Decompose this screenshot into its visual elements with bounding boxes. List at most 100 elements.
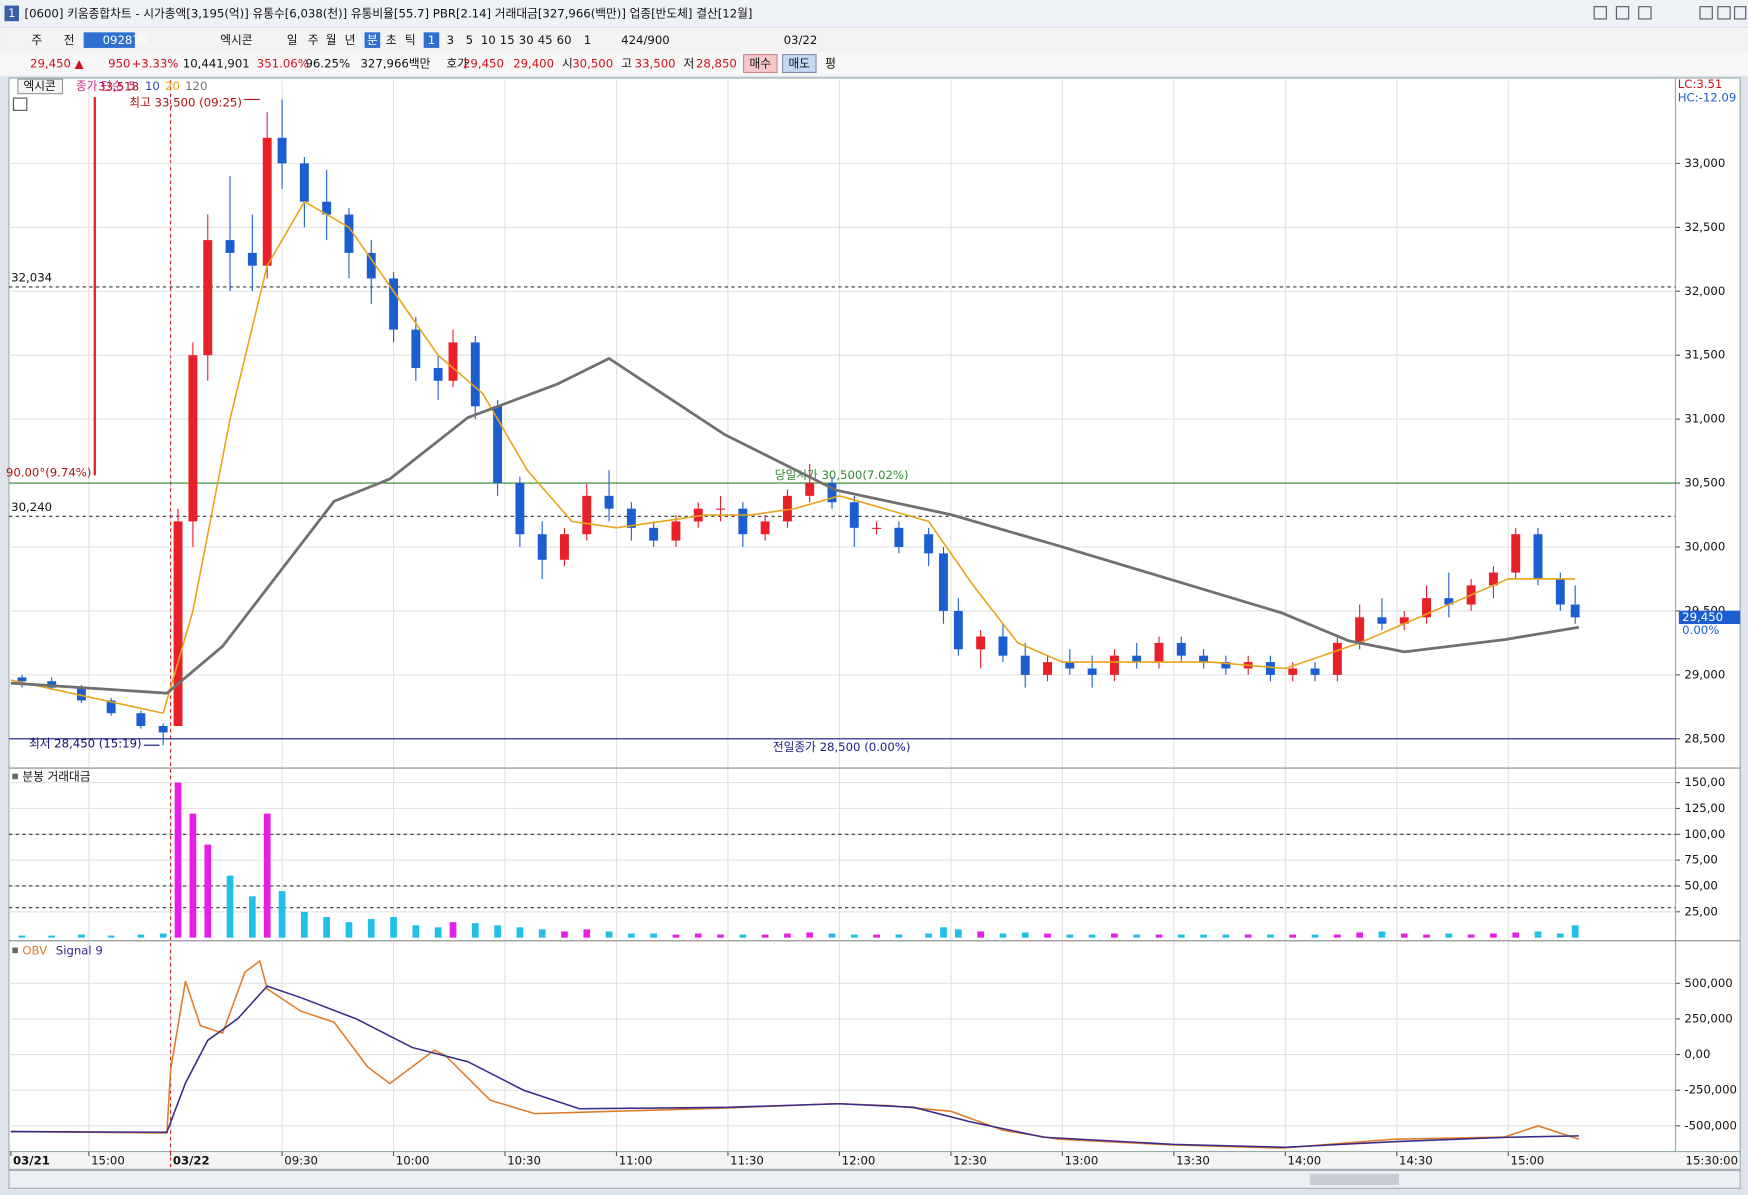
volume-bar bbox=[471, 923, 479, 938]
quote-field[interactable]: 매수 bbox=[750, 57, 772, 71]
y-tick-label: -250,000 bbox=[1684, 1083, 1737, 1097]
volume-bar bbox=[1289, 934, 1297, 938]
volume-bar bbox=[672, 934, 680, 938]
x-tick-label: 12:30 bbox=[953, 1154, 987, 1168]
window-title: [0600] 키움종합차트 - 시가총액[3,195(억)] 유통수[6,038… bbox=[25, 6, 753, 20]
toolbar-selected[interactable] bbox=[364, 32, 381, 48]
candle-body bbox=[225, 240, 235, 253]
toolbar-selected[interactable] bbox=[423, 32, 440, 48]
x-tick-label: 11:00 bbox=[619, 1154, 653, 1168]
quote-field: 351.06% bbox=[257, 57, 309, 71]
toolbar-item[interactable]: 초 bbox=[386, 33, 397, 47]
candle-body bbox=[1555, 578, 1565, 605]
candle-body bbox=[470, 342, 480, 407]
annotation-label: 최저 28,450 (15:19) bbox=[29, 737, 142, 751]
stat: LC:3.51 bbox=[1678, 77, 1723, 91]
toolbar-item[interactable]: 15 bbox=[500, 33, 515, 47]
toolbar-item[interactable]: 틱 bbox=[405, 33, 416, 47]
reference-label: 당일시가 30,500(7.02%) bbox=[775, 468, 909, 482]
quote-field[interactable]: 평 bbox=[825, 57, 836, 71]
y-tick-label: 33,000 bbox=[1684, 156, 1725, 170]
y-tick-label: 250,000 bbox=[1684, 1011, 1732, 1025]
candle-body bbox=[626, 508, 636, 528]
quote-field[interactable]: 매도 bbox=[789, 57, 811, 71]
candle-body bbox=[411, 329, 421, 368]
candle-body bbox=[1154, 642, 1164, 663]
y-tick-label: 28,500 bbox=[1684, 731, 1725, 745]
toolbar-item[interactable]: 주 bbox=[308, 33, 319, 47]
toolbar-item[interactable]: 30 bbox=[519, 33, 534, 47]
scrollbar[interactable] bbox=[8, 1169, 1741, 1189]
toolbar-1 bbox=[0, 27, 1748, 53]
maximize[interactable] bbox=[1717, 6, 1731, 20]
volume-bar bbox=[1571, 925, 1579, 938]
chart-title: 분봉 거래대금 bbox=[22, 769, 90, 783]
volume-bar bbox=[1400, 933, 1408, 938]
toolbar-item[interactable]: 3 bbox=[447, 33, 454, 47]
btn[interactable] bbox=[1593, 6, 1607, 20]
window-icon bbox=[4, 5, 19, 22]
indicator-label: 종가 단순 bbox=[76, 79, 123, 93]
x-tick-label: 03/22 bbox=[173, 1154, 210, 1168]
toolbar-item[interactable]: 전 bbox=[64, 33, 75, 47]
volume-bar bbox=[955, 929, 962, 938]
volume-bar bbox=[278, 891, 286, 938]
toolbar-item[interactable]: 월 bbox=[326, 33, 337, 47]
toolbar-selected[interactable] bbox=[83, 32, 135, 48]
toolbar-item[interactable]: 10 bbox=[481, 33, 496, 47]
volume-bar bbox=[1423, 934, 1430, 938]
candle-body bbox=[805, 483, 815, 496]
volume-bar bbox=[873, 934, 880, 938]
toolbar-item[interactable]: 60 bbox=[557, 33, 572, 47]
quote-field: 저 bbox=[684, 57, 695, 71]
window-buttons[interactable] bbox=[1593, 6, 1747, 20]
btn[interactable] bbox=[1638, 6, 1652, 20]
candle-body bbox=[203, 240, 213, 356]
toolbar-item[interactable]: 03/22 bbox=[784, 33, 818, 47]
grid-icon[interactable] bbox=[12, 97, 28, 111]
toolbar-item[interactable]: 45 bbox=[538, 33, 553, 47]
y-tick-label: 25,00 bbox=[1684, 904, 1717, 918]
toolbar-item[interactable]: 424/900 bbox=[621, 33, 670, 47]
toolbar-item[interactable]: 1 bbox=[584, 33, 591, 47]
toolbar-item[interactable]: 1 bbox=[428, 33, 435, 47]
candle-body bbox=[849, 502, 859, 528]
btn[interactable] bbox=[1615, 6, 1630, 20]
current-price: 29,450 bbox=[1682, 610, 1723, 624]
toolbar-item[interactable]: 엑시콘 bbox=[220, 33, 253, 47]
scroll-thumb[interactable] bbox=[1309, 1173, 1400, 1185]
annotation-label: 최고 33,500 (09:25) bbox=[129, 95, 242, 109]
candle-body bbox=[939, 553, 948, 611]
toolbar-item[interactable]: 일 bbox=[287, 33, 298, 47]
candle-body bbox=[1422, 598, 1431, 618]
candle-body bbox=[537, 534, 547, 560]
candle-body bbox=[1488, 572, 1498, 586]
volume-bar bbox=[263, 813, 271, 938]
volume-bar bbox=[583, 929, 591, 938]
volume-bar bbox=[174, 782, 182, 938]
candle-body bbox=[1266, 662, 1275, 675]
line-series bbox=[10, 985, 1579, 1149]
volume-bar bbox=[1490, 933, 1497, 938]
candle-body bbox=[782, 495, 792, 522]
current-price-box bbox=[1678, 610, 1741, 625]
volume-bar bbox=[1467, 934, 1475, 938]
current-change: 0.00% bbox=[1682, 623, 1719, 637]
toolbar-item[interactable]: 분 bbox=[367, 33, 378, 47]
close[interactable] bbox=[1734, 6, 1747, 20]
toolbar-item[interactable]: 092870 bbox=[103, 33, 148, 47]
toolbar-item[interactable]: 5 bbox=[466, 33, 473, 47]
sell-button[interactable] bbox=[782, 54, 817, 74]
quote-field: 호가 bbox=[446, 57, 468, 71]
volume-bar bbox=[1311, 934, 1319, 938]
volume-bar bbox=[107, 935, 115, 938]
buy-button[interactable] bbox=[743, 54, 778, 74]
minimize[interactable] bbox=[1699, 6, 1713, 20]
volume-bar bbox=[1155, 934, 1163, 938]
toolbar-item[interactable]: 년 bbox=[345, 33, 356, 47]
volume-bar bbox=[189, 813, 197, 938]
toolbar-item[interactable]: 주 bbox=[31, 33, 42, 47]
y-tick-label: 31,000 bbox=[1684, 412, 1725, 426]
reference-label: 전일종가 28,500 (0.00%) bbox=[773, 740, 911, 754]
